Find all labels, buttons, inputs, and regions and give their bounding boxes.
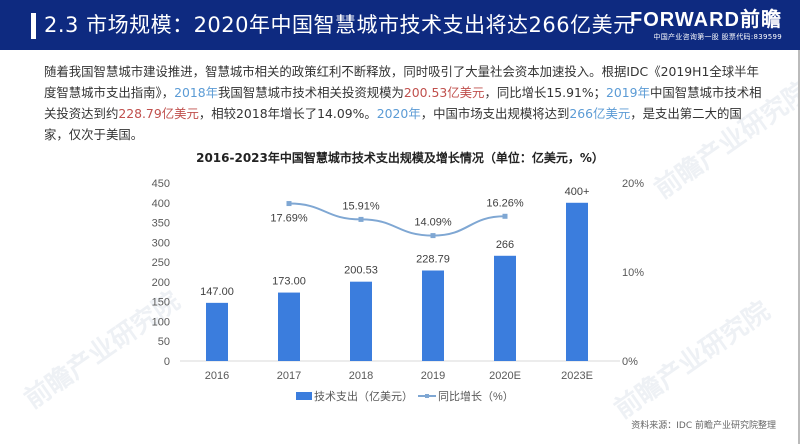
x-tick: 2019 bbox=[421, 370, 445, 382]
highlight-value: 200.53亿美元 bbox=[403, 85, 485, 100]
title-accent-bar bbox=[31, 13, 36, 39]
line-marker bbox=[430, 233, 436, 239]
y-left-tick: 150 bbox=[152, 297, 170, 309]
text: ，同比增长15.91%； bbox=[484, 85, 607, 100]
bar-label: 266 bbox=[496, 239, 514, 251]
line-marker bbox=[502, 213, 508, 219]
y-left-tick: 200 bbox=[152, 277, 170, 289]
bar bbox=[566, 202, 588, 361]
growth-line bbox=[288, 202, 506, 237]
bar-label: 173.00 bbox=[272, 276, 306, 288]
y-right-tick: 0% bbox=[622, 356, 638, 368]
line-label: 14.09% bbox=[414, 217, 452, 229]
x-tick: 2016 bbox=[205, 370, 229, 382]
text: 我国智慧城市技术相关投资规模为 bbox=[218, 85, 404, 100]
bar bbox=[350, 281, 372, 361]
highlight-year: 2019年 bbox=[606, 85, 650, 100]
line-marker bbox=[358, 216, 364, 222]
line-label: 15.91% bbox=[342, 200, 380, 212]
y-left-tick: 100 bbox=[152, 316, 170, 328]
text: ，中国市场支出规模将达到 bbox=[420, 106, 570, 121]
description-paragraph: 随着我国智慧城市建设推进，智慧城市相关的政策红利不断释放，同时吸引了大量社会资本… bbox=[44, 61, 764, 145]
slide-header: 2.3 市场规模：2020年中国智慧城市技术支出将达266亿美元 FORWARD… bbox=[0, 0, 800, 50]
x-tick: 2023E bbox=[561, 370, 593, 382]
x-tick: 2017 bbox=[277, 370, 301, 382]
line-marker bbox=[286, 201, 292, 207]
y-left-tick: 300 bbox=[152, 237, 170, 249]
y-left-tick: 50 bbox=[158, 336, 170, 348]
slide-edge bbox=[798, 50, 800, 444]
slide-title: 2.3 市场规模：2020年中国智慧城市技术支出将达266亿美元 bbox=[44, 13, 635, 37]
line-label: 17.69% bbox=[270, 213, 308, 225]
forward-logo: FORWARD前瞻 中国产业咨询第一股 股票代码:839599 bbox=[630, 10, 782, 42]
bar bbox=[422, 270, 444, 361]
bar-label: 400+ bbox=[565, 186, 590, 198]
legend-line-marker bbox=[425, 394, 429, 398]
highlight-value: 228.79亿美元 bbox=[118, 106, 199, 121]
x-tick: 2018 bbox=[349, 370, 373, 382]
bar-label: 147.00 bbox=[200, 286, 234, 298]
x-tick: 2020E bbox=[489, 370, 521, 382]
highlight-value: 266亿美元 bbox=[569, 106, 631, 121]
legend-line-label: 同比增长（%） bbox=[438, 389, 514, 403]
logo-subtitle: 中国产业咨询第一股 股票代码:839599 bbox=[653, 33, 782, 41]
legend-bar-label: 技术支出（亿美元） bbox=[314, 389, 413, 403]
y-left-tick: 250 bbox=[152, 257, 170, 269]
bar-label: 200.53 bbox=[344, 265, 378, 277]
bar bbox=[278, 292, 300, 361]
text: ，相较2018年增长了14.09%。 bbox=[198, 106, 377, 121]
legend-bar-swatch bbox=[296, 392, 312, 400]
line-label: 16.26% bbox=[486, 197, 524, 209]
highlight-year: 2018年 bbox=[174, 85, 219, 100]
text: 随着我国智慧城市建设推进，智慧城市相关的政策红利不断释放，同时吸引了大量社会资本… bbox=[44, 64, 759, 100]
bar-label: 228.79 bbox=[416, 254, 450, 266]
chart-title: 2016-2023年中国智慧城市技术支出规模及增长情况（单位：亿美元，%） bbox=[196, 151, 604, 165]
text: 中国智慧城市技术相关投资达到约 bbox=[44, 85, 762, 121]
highlight-year: 2020年 bbox=[376, 106, 421, 121]
logo-text: FORWARD前瞻 bbox=[630, 9, 782, 31]
bar bbox=[206, 302, 228, 361]
y-right-tick: 10% bbox=[622, 267, 644, 279]
y-right-tick: 20% bbox=[622, 178, 644, 190]
y-left-tick: 0 bbox=[164, 356, 170, 368]
y-left-tick: 400 bbox=[152, 198, 170, 210]
y-left-tick: 450 bbox=[152, 178, 170, 190]
source-note: 资料来源：IDC 前瞻产业研究院整理 bbox=[631, 421, 776, 431]
bar bbox=[494, 255, 516, 361]
text: ，是支出第二大的国家，仅次于美国。 bbox=[44, 106, 742, 142]
y-left-tick: 350 bbox=[152, 218, 170, 230]
